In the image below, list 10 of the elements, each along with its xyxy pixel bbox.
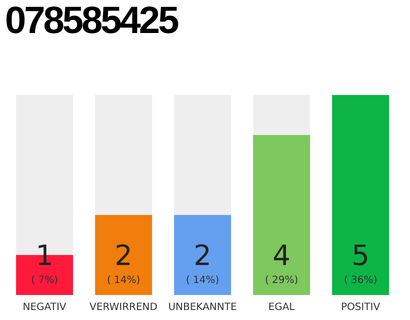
chart-title: 078585425 [5, 0, 178, 42]
data-label: 5 ( 36%) [344, 239, 378, 286]
data-label: 2 ( 14%) [186, 239, 220, 286]
x-tick-label: VERWIRREND [90, 302, 158, 314]
x-tick-label: UNBEKANNTE [168, 302, 237, 314]
data-label: 2 ( 14%) [106, 239, 140, 286]
data-label: 4 ( 29%) [264, 239, 298, 286]
x-tick-label: EGAL [268, 302, 296, 314]
x-tick-label: POSITIV [340, 302, 380, 314]
x-tick-label: NEGATIV [22, 302, 66, 314]
